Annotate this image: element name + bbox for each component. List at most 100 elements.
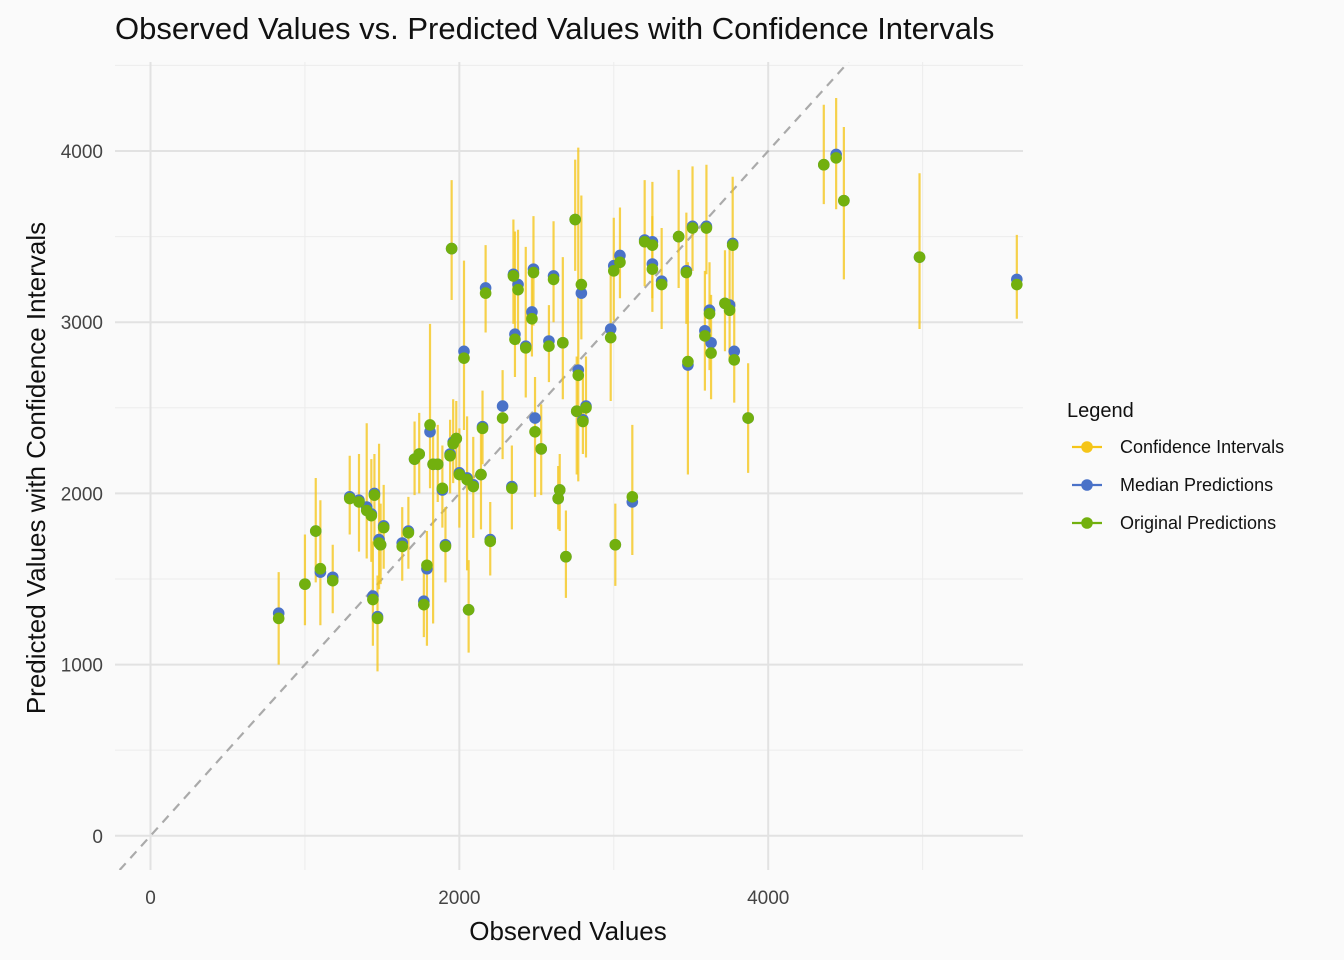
y-tick-label: 3000: [61, 313, 103, 334]
data-marks: [272, 97, 1023, 672]
median-point: [529, 412, 541, 424]
original-point: [817, 158, 830, 171]
x-tick-label: 0: [145, 888, 156, 909]
original-point: [458, 352, 470, 364]
original-point: [614, 256, 626, 269]
y-tick-label: 1000: [61, 656, 103, 677]
original-point: [547, 273, 560, 286]
legend-key-confidence-intervals-dot: [1081, 441, 1093, 453]
original-point: [527, 266, 540, 279]
original-point: [484, 535, 497, 548]
original-point: [343, 492, 356, 505]
x-tick-label: 4000: [747, 888, 789, 909]
original-point: [700, 222, 713, 234]
original-point: [462, 603, 475, 616]
original-point: [705, 347, 717, 359]
original-point: [371, 612, 384, 625]
original-point: [365, 509, 378, 522]
original-point: [655, 278, 668, 291]
legend-label: Median Predictions: [1120, 475, 1273, 495]
original-point: [444, 449, 456, 462]
x-axis-title: Observed Values: [469, 916, 667, 946]
legend-label: Original Predictions: [1120, 513, 1276, 533]
original-point: [552, 492, 564, 505]
original-point: [577, 415, 589, 428]
original-point: [314, 562, 327, 575]
original-point: [1011, 278, 1023, 291]
original-point: [646, 263, 659, 275]
original-point: [553, 484, 566, 496]
original-point: [436, 482, 449, 495]
original-point: [413, 448, 426, 460]
original-point: [299, 578, 311, 590]
x-tick-label: 2000: [438, 888, 480, 909]
original-point: [479, 287, 492, 299]
legend: Legend Confidence Intervals Median Predic…: [1067, 400, 1284, 533]
original-point: [368, 489, 381, 501]
original-point: [838, 194, 850, 207]
legend-key-median-predictions-dot: [1081, 479, 1093, 491]
original-point: [529, 425, 541, 438]
original-point: [680, 266, 693, 279]
original-point: [723, 304, 736, 317]
median-point: [728, 345, 741, 358]
y-axis-title: Predicted Values with Confidence Interva…: [21, 222, 51, 714]
original-point: [742, 412, 754, 424]
original-point: [507, 270, 520, 282]
original-point: [377, 521, 390, 534]
reference-line-group: [118, 62, 850, 870]
original-point: [450, 432, 463, 445]
original-point: [609, 538, 622, 551]
original-point: [431, 458, 444, 471]
original-point: [543, 340, 555, 352]
original-point: [535, 443, 548, 455]
original-point: [686, 222, 699, 234]
original-point: [374, 538, 387, 551]
original-point: [703, 307, 716, 320]
original-point: [396, 540, 409, 553]
median-point: [496, 400, 509, 412]
original-point: [572, 369, 585, 382]
original-point: [557, 336, 569, 349]
original-point: [646, 239, 659, 251]
original-point: [560, 550, 572, 563]
original-point: [272, 612, 285, 625]
original-point: [519, 342, 532, 354]
original-point: [682, 355, 694, 368]
original-point: [575, 278, 588, 291]
original-point: [353, 496, 365, 508]
original-point: [309, 525, 322, 537]
y-tick-label: 2000: [61, 484, 103, 505]
legend-label: Confidence Intervals: [1120, 437, 1284, 457]
original-point: [913, 251, 926, 263]
original-point: [418, 598, 430, 611]
original-point: [424, 419, 436, 431]
y-tick-label: 4000: [61, 142, 103, 163]
original-point: [580, 401, 592, 414]
legend-key-original-predictions-dot: [1081, 517, 1093, 529]
chart-title: Observed Values vs. Predicted Values wit…: [115, 11, 994, 46]
original-point: [367, 593, 379, 606]
original-point: [830, 152, 842, 164]
original-point: [326, 574, 339, 587]
original-point: [726, 239, 739, 251]
original-point: [526, 312, 538, 325]
original-point: [467, 480, 480, 493]
original-point: [439, 540, 452, 553]
axis-ticks: 0 2000 4000 0 1000 2000 3000 4000: [61, 142, 790, 909]
original-point: [506, 482, 518, 495]
original-point: [569, 213, 581, 226]
legend-title: Legend: [1067, 400, 1134, 422]
original-point: [476, 422, 489, 435]
original-point: [512, 283, 524, 296]
original-point: [672, 230, 685, 243]
original-point: [728, 354, 741, 366]
original-layer: [272, 152, 1023, 625]
original-point: [570, 405, 583, 418]
median-point: [575, 287, 588, 299]
median-point: [604, 323, 617, 335]
original-point: [496, 412, 509, 424]
original-point: [402, 526, 415, 539]
original-point: [421, 559, 433, 572]
